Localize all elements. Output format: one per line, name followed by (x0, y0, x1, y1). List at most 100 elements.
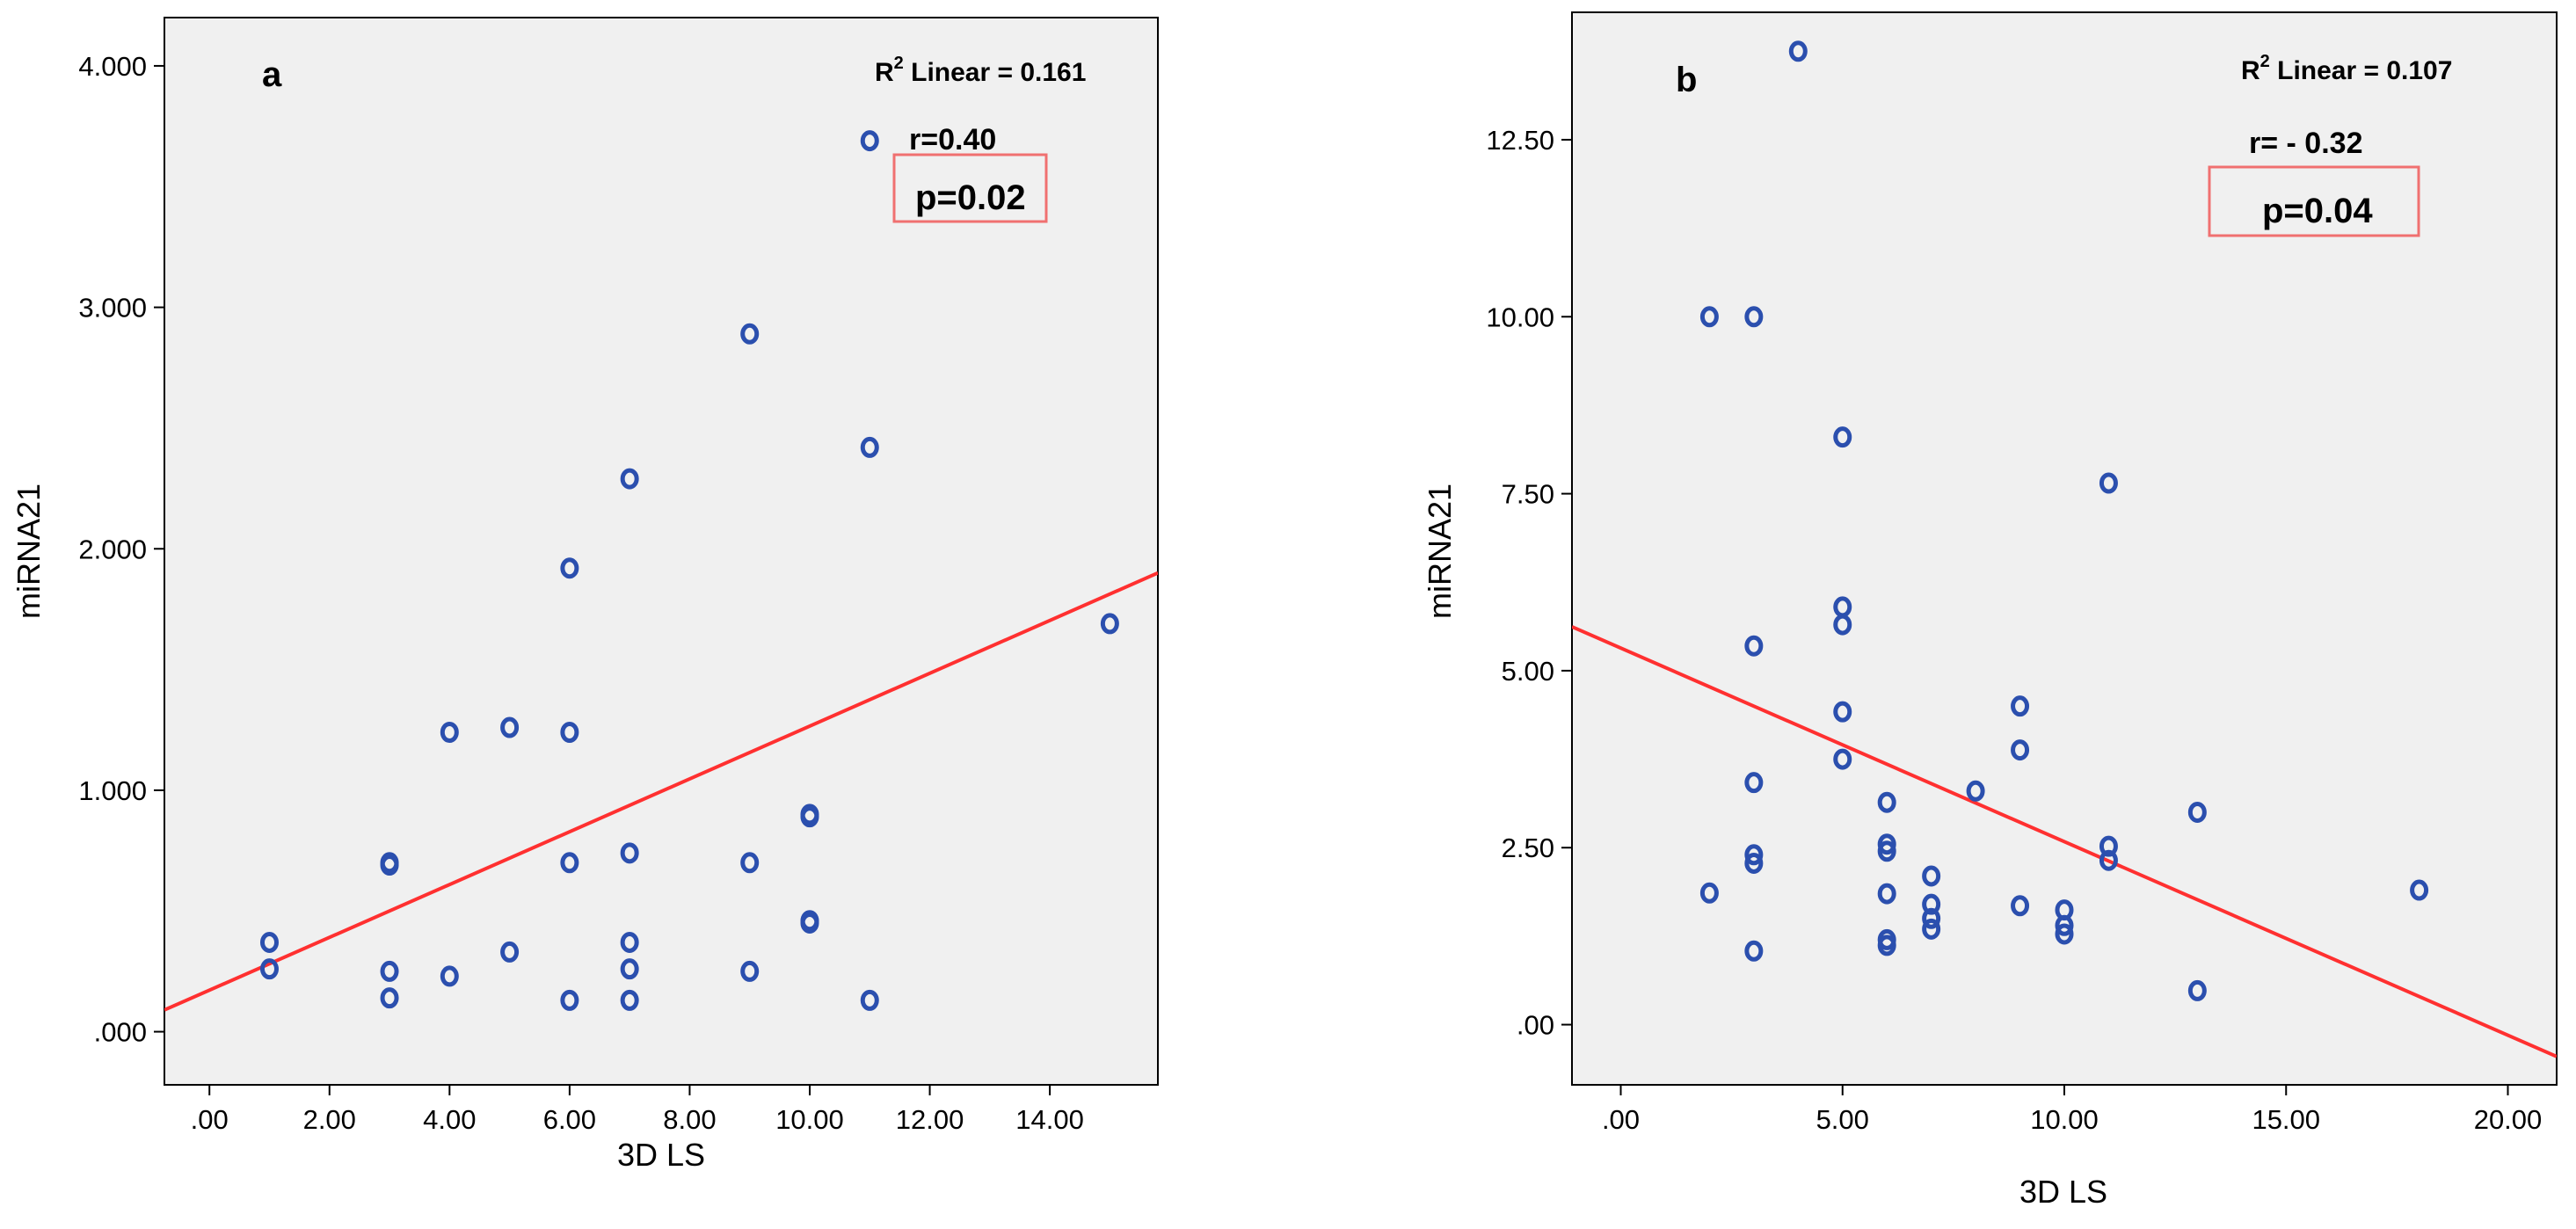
y-tick-label-b: 10.00 (1486, 302, 1554, 332)
data-point-b (1877, 883, 1896, 905)
x-tick-label-a: 12.00 (896, 1104, 964, 1135)
data-point-a (620, 468, 639, 490)
y-tick-label-a: 1.000 (78, 775, 147, 806)
p-value-box-a (892, 153, 1048, 223)
x-tick-label-b: 15.00 (2252, 1104, 2320, 1135)
data-point-a (440, 965, 459, 987)
r-squared-label-a: R2 Linear = 0.161 (875, 54, 1086, 87)
data-point-a (740, 852, 760, 874)
plot-area-b (1571, 11, 2558, 1086)
data-point-b (2187, 979, 2207, 1001)
data-point-a (860, 436, 879, 458)
data-point-a (860, 989, 879, 1011)
r-squared-prefix-b: R (2241, 56, 2260, 85)
chart-panel-a: .00 2.00 4.00 6.00 8.00 10.00 12.00 14.00 .000 1.… (11, 17, 1159, 1173)
data-point-b (1877, 840, 1896, 862)
data-point-a (1100, 613, 1119, 635)
y-tick-label-b: 12.50 (1486, 125, 1554, 156)
p-value-label-b: p=0.04 (2262, 192, 2373, 230)
data-point-a (860, 130, 879, 152)
fit-line-b (1572, 625, 2557, 1058)
data-point-b (1922, 907, 1941, 929)
r-squared-sup-a: 2 (894, 54, 904, 73)
x-tick-label-a: 8.00 (663, 1104, 716, 1135)
data-point-b (2099, 835, 2118, 857)
r-squared-rest-a: Linear = 0.161 (904, 58, 1087, 87)
y-tick-label-a: .000 (94, 1017, 147, 1048)
r-value-label-b: r= - 0.32 (2249, 127, 2362, 160)
data-point-b (2055, 914, 2074, 936)
marks-a: .00 2.00 4.00 6.00 8.00 10.00 12.00 14.00 .000 1.… (78, 51, 1158, 1135)
data-point-b (2099, 472, 2118, 494)
data-point-b (2055, 923, 2074, 945)
data-point-a (560, 721, 579, 743)
y-tick-label-b: 2.50 (1502, 833, 1554, 863)
data-point-a (259, 958, 279, 980)
data-point-a (500, 716, 520, 738)
y-tick-label-a: 3.000 (78, 293, 147, 324)
r-squared-prefix-a: R (875, 58, 894, 87)
panel-label-b: b (1676, 61, 1697, 99)
plot-area-a (164, 17, 1159, 1086)
data-point-b (2187, 801, 2207, 823)
data-point-b (2410, 879, 2429, 901)
x-tick-label-a: 14.00 (1015, 1104, 1084, 1135)
data-point-b (1877, 934, 1896, 956)
r-squared-sup-b: 2 (2260, 52, 2270, 71)
panel-label-a: a (262, 55, 282, 94)
data-point-a (800, 912, 819, 934)
y-tick-label-a: 2.000 (78, 534, 147, 564)
data-point-b (2011, 695, 2030, 717)
data-point-b (2011, 895, 2030, 917)
x-tick-label-a: 10.00 (775, 1104, 844, 1135)
x-axis-title-b: 3D LS (2019, 1174, 2107, 1210)
data-point-b (1833, 701, 1852, 723)
x-tick-label-b: .00 (1602, 1104, 1640, 1135)
fit-line-a (164, 571, 1158, 1012)
x-tick-label-a: .00 (191, 1104, 229, 1135)
data-point-b (1744, 772, 1764, 794)
data-point-b (1699, 882, 1719, 904)
data-point-b (1922, 865, 1941, 887)
x-tick-label-a: 6.00 (543, 1104, 596, 1135)
data-point-a (620, 958, 639, 980)
data-point-b (1966, 780, 1985, 802)
r-squared-rest-b: Linear = 0.107 (2270, 56, 2453, 85)
data-point-b (1922, 918, 1941, 940)
data-point-b (1744, 844, 1764, 866)
data-point-a (560, 557, 579, 579)
data-point-a (440, 721, 459, 743)
data-point-b (2099, 849, 2118, 871)
x-tick-label-a: 2.00 (303, 1104, 356, 1135)
x-tick-label-b: 20.00 (2474, 1104, 2543, 1135)
data-point-b (1788, 40, 1808, 62)
data-point-b (1922, 893, 1941, 915)
data-point-a (620, 931, 639, 953)
data-point-a (380, 854, 399, 876)
chart-panel-b: .00 5.00 10.00 15.00 20.00 .00 2.50 5.00 7.50 10.… (1422, 11, 2558, 1210)
data-point-a (620, 842, 639, 864)
data-point-b (1833, 426, 1852, 448)
x-tick-label-b: 5.00 (1816, 1104, 1869, 1135)
data-point-a (560, 989, 579, 1011)
data-point-a (500, 941, 520, 963)
data-point-a (620, 989, 639, 1011)
data-point-a (380, 960, 399, 982)
data-point-b (1699, 306, 1719, 328)
r-squared-label-b: R2 Linear = 0.107 (2241, 52, 2452, 85)
data-point-b (1744, 306, 1764, 328)
data-point-b (1833, 748, 1852, 770)
data-point-a (259, 931, 279, 953)
data-point-b (1833, 614, 1852, 636)
x-axis-title-a: 3D LS (617, 1137, 705, 1173)
data-point-b (2011, 739, 2030, 761)
y-tick-label-b: .00 (1517, 1010, 1554, 1041)
data-point-b (1744, 852, 1764, 874)
p-value-label-a: p=0.02 (915, 178, 1026, 217)
data-point-a (740, 960, 760, 982)
y-tick-label-b: 7.50 (1502, 479, 1554, 510)
r-value-label-a: r=0.40 (909, 123, 996, 156)
data-point-b (1877, 833, 1896, 855)
data-point-a (800, 806, 819, 828)
data-point-b (1877, 791, 1896, 813)
